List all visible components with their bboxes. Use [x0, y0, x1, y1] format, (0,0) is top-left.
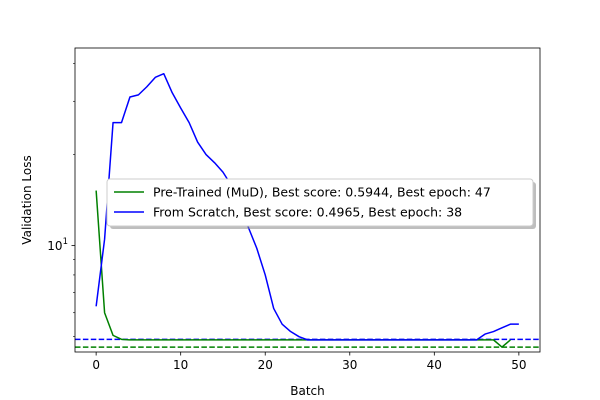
x-tick-label: 30	[342, 358, 357, 372]
legend: Pre-Trained (MuD), Best score: 0.5944, B…	[106, 178, 536, 229]
x-axis-ticks: 0 10 20 30 40 50	[92, 352, 527, 372]
x-tick-label: 20	[258, 358, 273, 372]
x-tick-label: 50	[511, 358, 526, 372]
y-axis-ticks: 101	[47, 63, 75, 337]
plot-frame	[74, 47, 541, 353]
x-tick-label: 0	[92, 358, 100, 372]
y-tick-label: 101	[47, 237, 68, 253]
x-axis-label: Batch	[290, 384, 325, 398]
x-tick-label: 40	[427, 358, 442, 372]
series-line-2	[95, 72, 519, 341]
series-layer	[95, 72, 519, 348]
legend-box	[106, 178, 534, 227]
y-axis-label: Validation Loss	[20, 155, 34, 244]
x-tick-label: 10	[173, 358, 188, 372]
legend-label-1: Pre-Trained (MuD), Best score: 0.5944, B…	[153, 185, 491, 200]
legend-label-2: From Scratch, Best score: 0.4965, Best e…	[153, 205, 462, 220]
